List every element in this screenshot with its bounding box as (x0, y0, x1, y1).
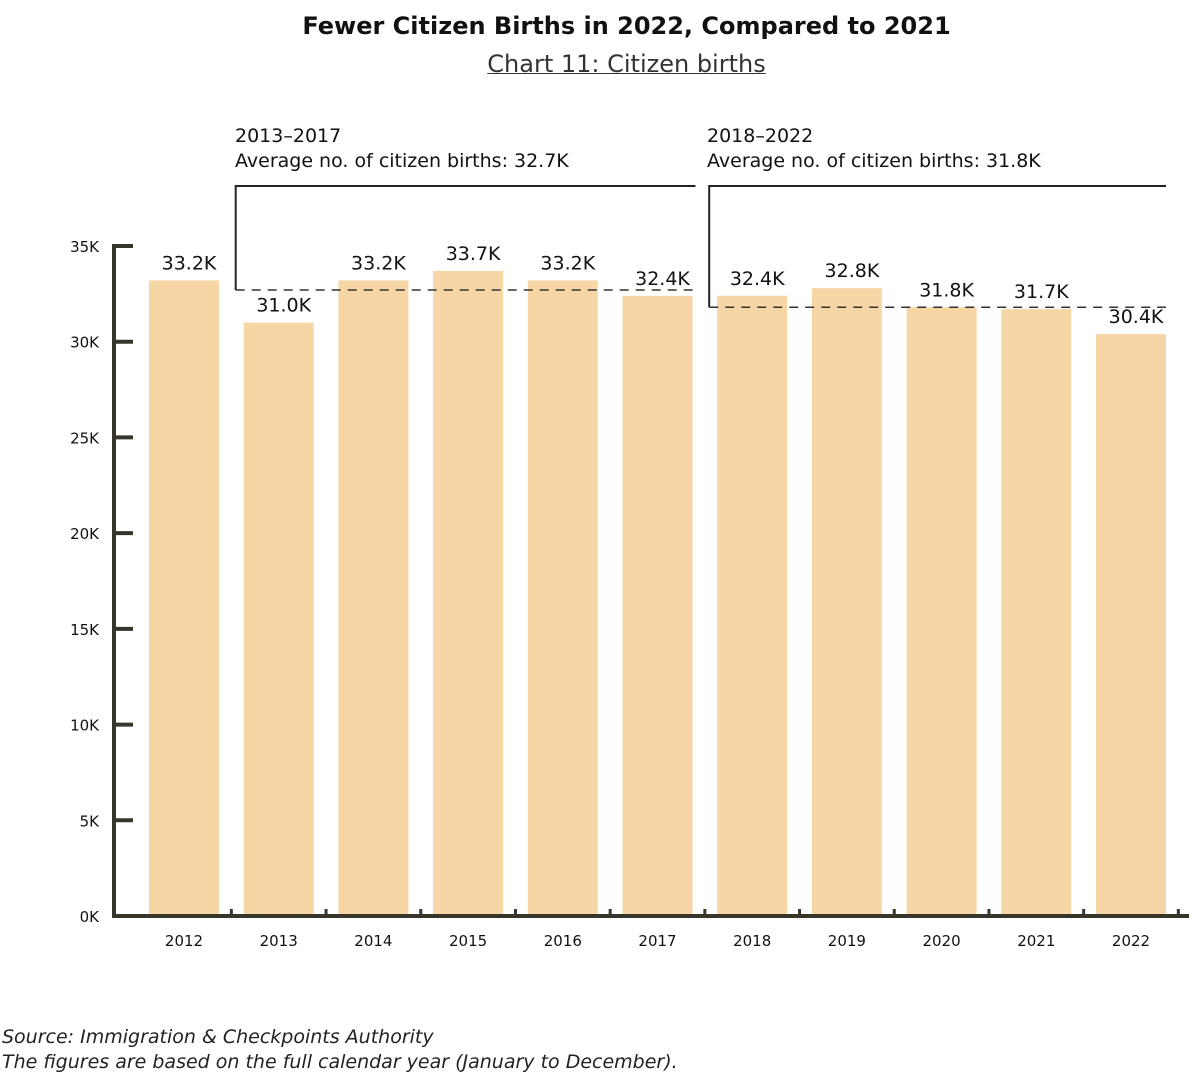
bar-2014 (338, 280, 409, 916)
bar-2019 (811, 288, 882, 917)
bar-2022 (1096, 334, 1166, 916)
bar-2020 (906, 307, 977, 916)
data-label-2017: 32.4K (635, 268, 690, 290)
data-label-2022: 30.4K (1109, 306, 1164, 328)
x-tick-label-2020: 2020 (923, 932, 961, 950)
y-tick-label: 35K (70, 238, 100, 256)
data-label-2015: 33.7K (446, 243, 501, 265)
bar-2016 (527, 280, 598, 916)
bar-2021 (1001, 309, 1072, 917)
annotation-period: 2013–2017 (235, 125, 342, 147)
data-label-2013: 31.0K (256, 295, 311, 317)
y-tick-label: 5K (80, 812, 101, 830)
bracket-2018–2022 (708, 185, 1166, 308)
data-label-2012: 33.2K (162, 252, 217, 274)
x-tick-label-2017: 2017 (638, 932, 676, 950)
bar-2018 (717, 295, 788, 916)
data-label-2020: 31.8K (919, 279, 974, 301)
x-tick-label-2012: 2012 (165, 932, 203, 950)
data-label-2019: 32.8K (825, 260, 880, 282)
bar-chart: 33.2K 2012 31.0K 2013 33.2K 2014 33.7K 2015 33.2… (70, 185, 1189, 950)
bar-2015 (433, 270, 504, 916)
y-tick-label: 30K (70, 334, 100, 352)
chart-subtitle-text: Chart 11: Citizen births (487, 50, 766, 78)
x-tick-label-2019: 2019 (828, 932, 866, 950)
y-tick-label: 20K (70, 525, 100, 543)
calendar-note: The figures are based on the full calend… (2, 1051, 678, 1073)
data-label-2021: 31.7K (1014, 281, 1069, 303)
y-tick-label: 25K (70, 429, 100, 447)
y-tick-label: 15K (70, 621, 100, 639)
annotation-2018-2022: 2018–2022 Average no. of citizen births:… (707, 124, 1041, 174)
bar-2012 (149, 280, 219, 916)
bracket-2013–2017 (234, 185, 696, 291)
data-label-2014: 33.2K (351, 252, 406, 274)
x-tick-label-2022: 2022 (1112, 932, 1150, 950)
x-tick-label-2016: 2016 (544, 932, 582, 950)
bar-2017 (622, 295, 693, 916)
footer: Source: Immigration & Checkpoints Author… (2, 1025, 678, 1075)
annotation-text: Average no. of citizen births: 31.8K (707, 150, 1041, 172)
data-label-2018: 32.4K (730, 268, 785, 290)
x-tick-label-2018: 2018 (733, 932, 771, 950)
chart-title: Fewer Citizen Births in 2022, Compared t… (302, 12, 951, 40)
annotation-text: Average no. of citizen births: 32.7K (235, 150, 569, 172)
source-note: Source: Immigration & Checkpoints Author… (2, 1026, 434, 1048)
x-tick-label-2015: 2015 (449, 932, 487, 950)
x-tick-label-2021: 2021 (1017, 932, 1055, 950)
annotation-period: 2018–2022 (707, 125, 814, 147)
y-tick-label: 0K (80, 908, 101, 926)
chart-subtitle: Chart 11: Citizen births (0, 50, 1203, 78)
x-tick-label-2014: 2014 (354, 932, 392, 950)
bar-2013 (243, 322, 314, 917)
y-tick-label: 10K (70, 717, 100, 735)
annotation-2013-2017: 2013–2017 Average no. of citizen births:… (235, 124, 569, 174)
x-tick-label-2013: 2013 (260, 932, 298, 950)
data-label-2016: 33.2K (540, 252, 595, 274)
